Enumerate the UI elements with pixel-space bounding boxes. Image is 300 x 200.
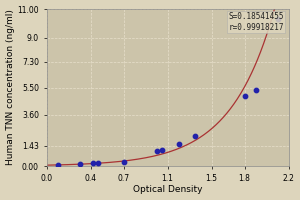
Point — [96, 161, 101, 164]
Y-axis label: Human TNN concentration (ng/ml): Human TNN concentration (ng/ml) — [6, 10, 15, 165]
Point — [154, 149, 159, 153]
Point — [77, 163, 82, 166]
Point — [193, 134, 197, 138]
Point — [160, 148, 164, 151]
Point — [253, 89, 258, 92]
Point — [90, 162, 95, 165]
X-axis label: Optical Density: Optical Density — [133, 185, 202, 194]
Point — [242, 95, 247, 98]
Point — [275, 17, 280, 21]
Text: S=0.18541455
r=0.99918217: S=0.18541455 r=0.99918217 — [228, 12, 284, 32]
Point — [176, 142, 181, 146]
Point — [121, 160, 126, 163]
Point — [55, 164, 60, 167]
